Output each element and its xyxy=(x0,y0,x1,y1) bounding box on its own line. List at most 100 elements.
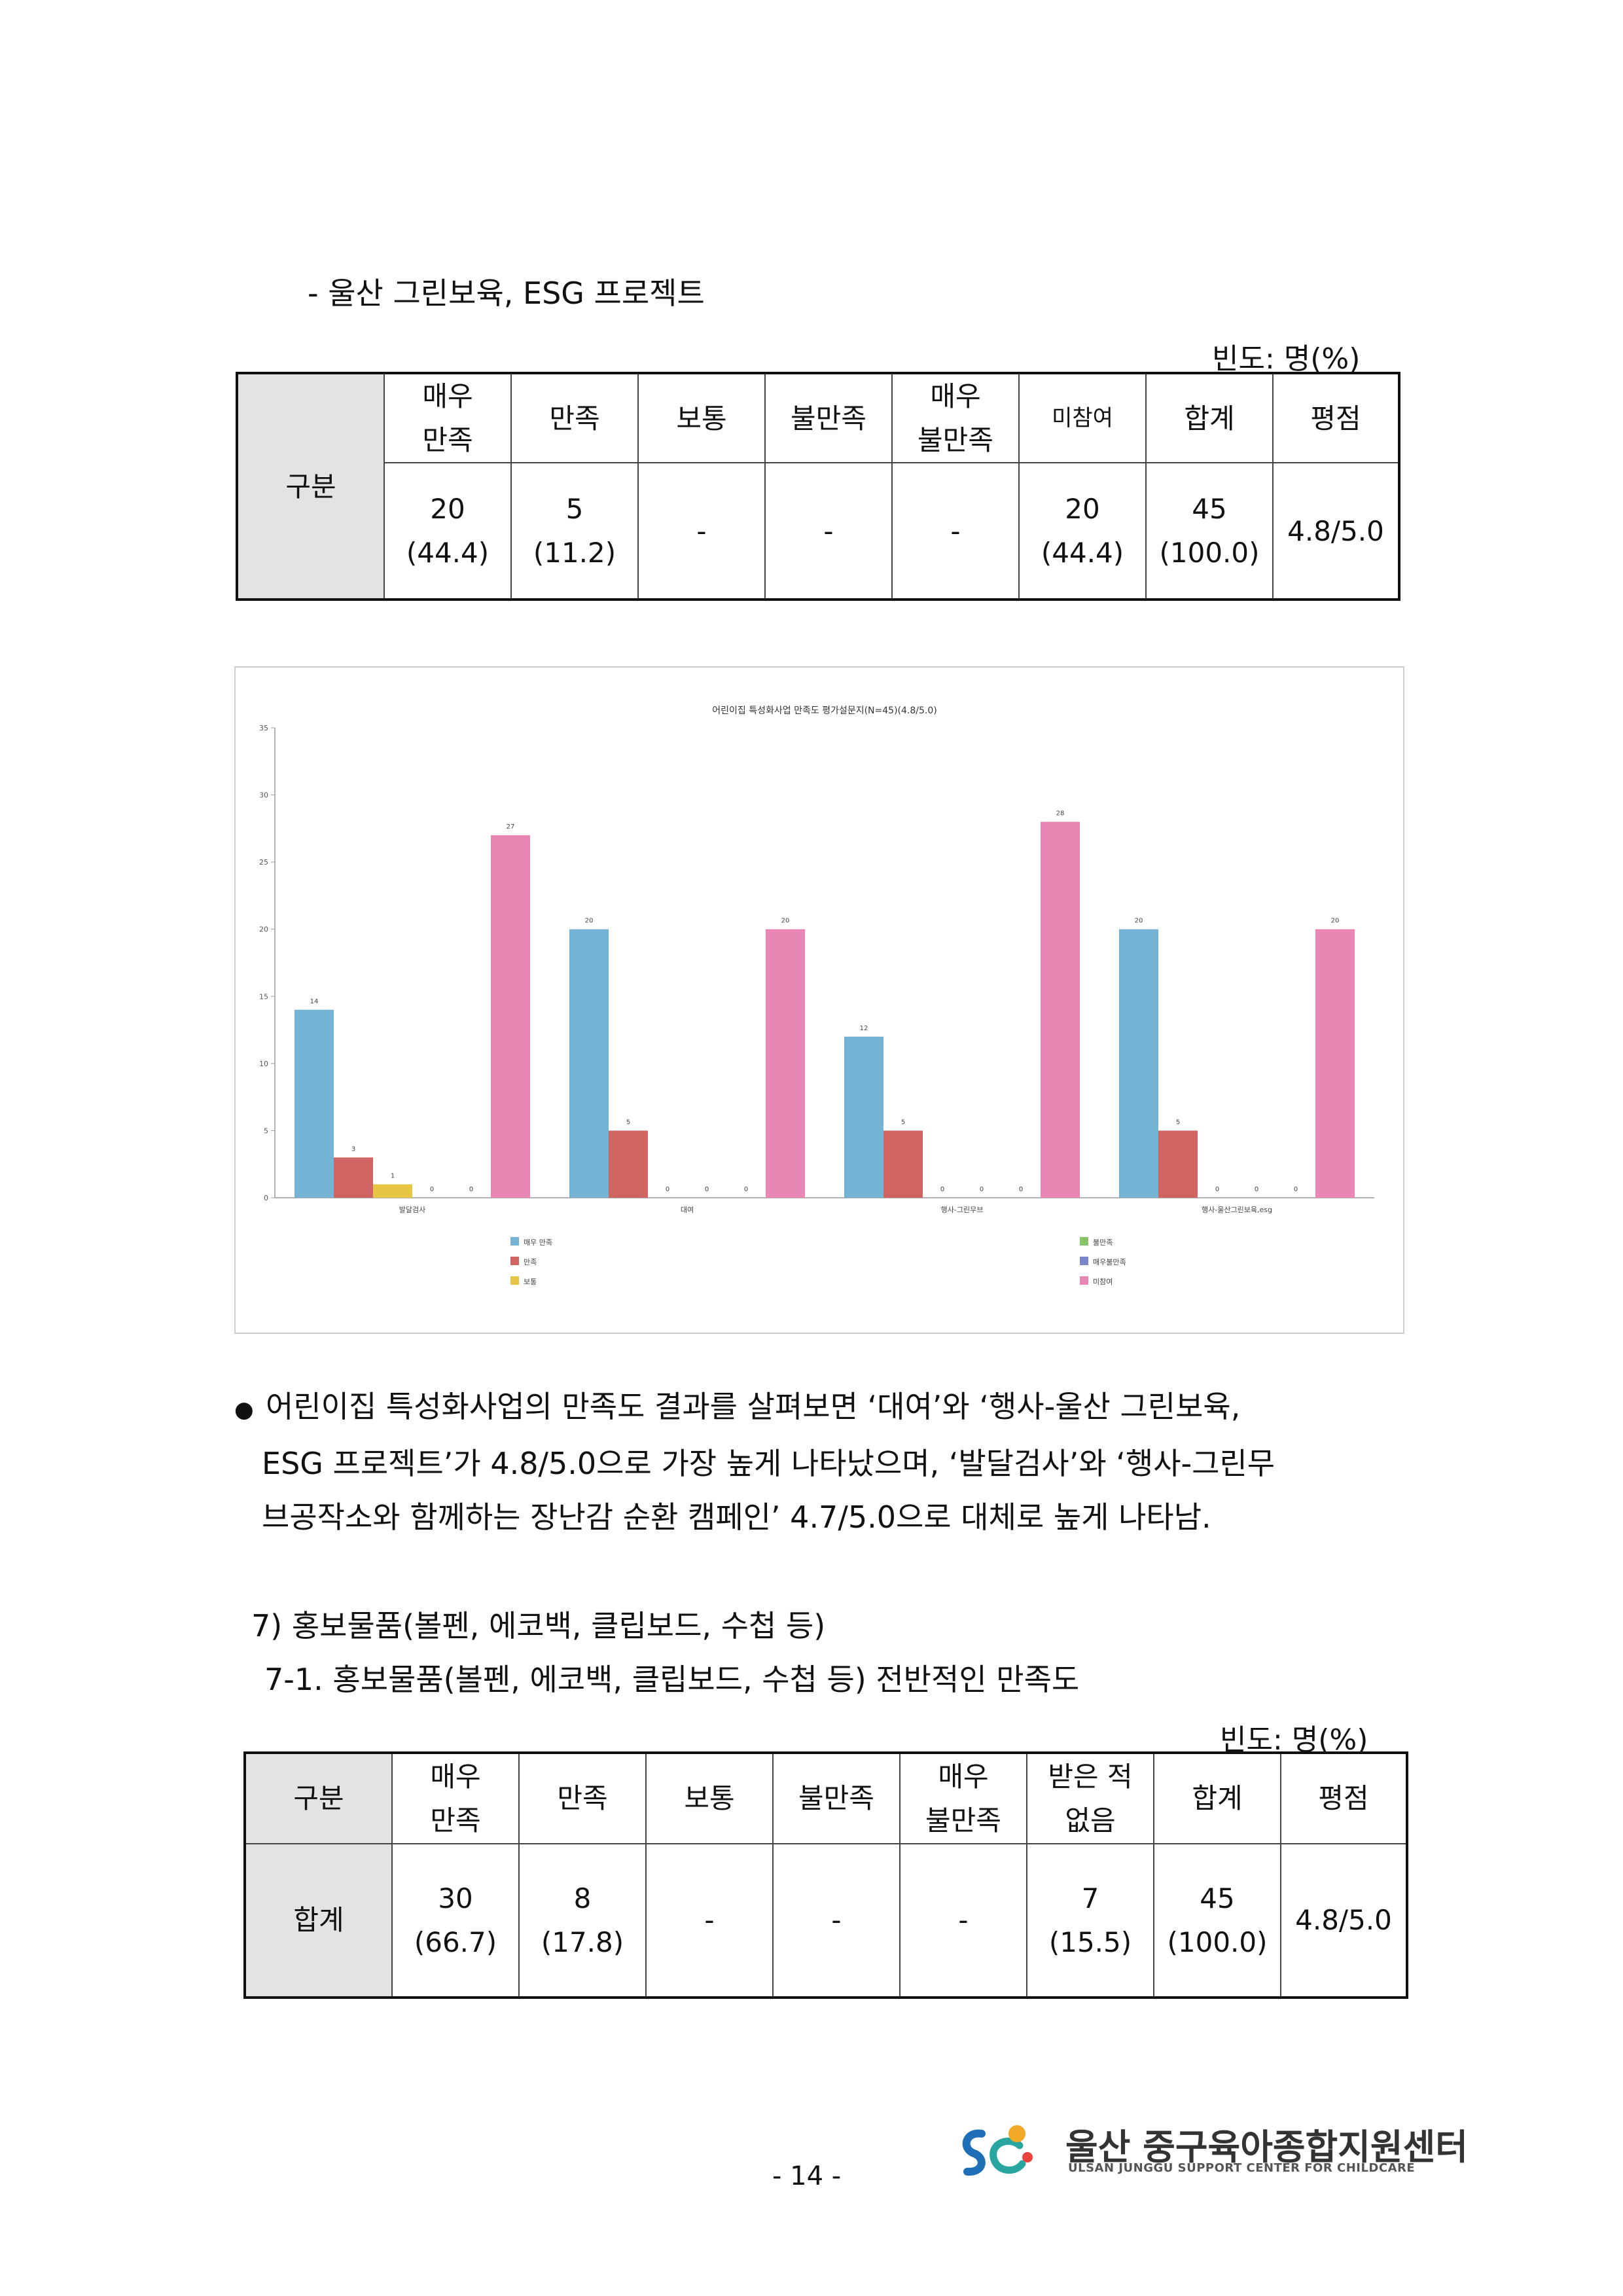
legend-label: 보통 xyxy=(524,1278,537,1286)
column-header: 합계 xyxy=(1153,1753,1281,1844)
legend-label: 미참여 xyxy=(1093,1278,1113,1286)
data-label: 5 xyxy=(626,1119,630,1126)
bar xyxy=(883,1130,923,1198)
bar-chart: 어린이집 특성화사업 만족도 평가설문지(N=45)(4.8/5.0) 0 5 10 1… xyxy=(234,666,1404,1334)
bar xyxy=(373,1184,412,1198)
column-header: 매우 불만족 xyxy=(899,1753,1027,1844)
y-tick-label: 0 xyxy=(264,1194,268,1202)
legend-swatch xyxy=(1080,1257,1088,1265)
data-label: 0 xyxy=(666,1186,669,1193)
column-header: 보통 xyxy=(637,372,766,464)
data-label: 0 xyxy=(980,1186,984,1193)
summary-paragraph: ● 어린이집 특성화사업의 만족도 결과를 살펴보면 ‘대여’와 ‘행사-울산 그… xyxy=(234,1380,1412,1544)
data-label: 28 xyxy=(1056,810,1065,817)
row-header-cell: 구분 xyxy=(245,1753,393,1844)
data-label: 27 xyxy=(507,823,515,831)
legend-swatch xyxy=(1080,1237,1088,1246)
data-label: 0 xyxy=(940,1186,944,1193)
data-label: 3 xyxy=(351,1145,355,1153)
chart-svg: 어린이집 특성화사업 만족도 평가설문지(N=45)(4.8/5.0)05101… xyxy=(259,706,1374,1286)
legend-swatch xyxy=(510,1257,519,1265)
y-tick-label: 25 xyxy=(259,858,268,867)
column-header: 매우 불만족 xyxy=(891,372,1020,464)
y-tick-label: 35 xyxy=(259,724,268,732)
data-label: 1 xyxy=(391,1172,395,1179)
column-header: 만족 xyxy=(518,1753,647,1844)
unit-label: 빈도: 명(%) xyxy=(1212,342,1361,376)
x-tick-label: 발달검사 xyxy=(399,1206,425,1214)
data-label: 14 xyxy=(310,998,319,1005)
org-name: 울산 중구육아종합지원센터 xyxy=(1065,2126,1468,2168)
paragraph-line: 브공작소와 함께하는 장난감 순환 캠페인’ 4.7/5.0으로 대체로 높게 … xyxy=(262,1499,1211,1535)
column-header: 합계 xyxy=(1145,372,1274,464)
value-cell: - xyxy=(899,1843,1027,1998)
value-cell: 5 (11.2) xyxy=(510,462,639,600)
value-cell: - xyxy=(891,462,1020,600)
value-cell: - xyxy=(764,462,893,600)
y-tick-label: 5 xyxy=(264,1126,268,1135)
data-label: 0 xyxy=(1294,1186,1298,1193)
legend-label: 불만족 xyxy=(1093,1238,1113,1247)
promo-satisfaction-table: 구분 매우 만족 만족 보통 불만족 매우 불만족 받은 적 없음 합계 평점 합계 … xyxy=(243,1751,1408,1999)
column-header: 보통 xyxy=(645,1753,774,1844)
bar xyxy=(609,1130,648,1198)
value-cell: 4.8/5.0 xyxy=(1272,462,1399,600)
bar xyxy=(1315,929,1355,1198)
legend-label: 매우 만족 xyxy=(524,1238,552,1247)
value-cell: 45 (100.0) xyxy=(1145,462,1274,600)
row-label-cell: 합계 xyxy=(245,1843,393,1998)
column-header: 평점 xyxy=(1272,372,1399,464)
legend-label: 만족 xyxy=(524,1258,537,1266)
x-tick-label: 행사-울산그린보육,esg xyxy=(1202,1206,1272,1214)
value-cell: - xyxy=(637,462,766,600)
column-header: 평점 xyxy=(1280,1753,1407,1844)
y-tick-label: 20 xyxy=(259,925,268,934)
page-number: - 14 - xyxy=(772,2161,842,2191)
data-label: 0 xyxy=(705,1186,709,1193)
unit-label: 빈도: 명(%) xyxy=(1220,1723,1368,1757)
column-header: 매우 만족 xyxy=(391,1753,520,1844)
y-tick-label: 15 xyxy=(259,992,268,1001)
bar xyxy=(1041,821,1080,1198)
bar xyxy=(1158,1130,1198,1198)
value-cell: 7 (15.5) xyxy=(1026,1843,1154,1998)
section-heading: 7) 홍보물품(볼펜, 에코백, 클립보드, 수첩 등) xyxy=(251,1608,826,1643)
y-tick-label: 30 xyxy=(259,791,268,800)
bar xyxy=(294,1009,334,1198)
column-header: 만족 xyxy=(510,372,639,464)
legend-swatch xyxy=(1080,1276,1088,1285)
chart-title: 어린이집 특성화사업 만족도 평가설문지(N=45)(4.8/5.0) xyxy=(712,706,936,716)
x-tick-label: 행사-그린무브 xyxy=(941,1206,984,1214)
data-label: 12 xyxy=(860,1025,868,1032)
value-cell: - xyxy=(645,1843,774,1998)
paragraph-line: ESG 프로젝트’가 4.8/5.0으로 가장 높게 나타났으며, ‘발달검사’… xyxy=(262,1446,1275,1481)
column-header: 받은 적 없음 xyxy=(1026,1753,1154,1844)
column-header: 불만족 xyxy=(764,372,893,464)
data-label: 20 xyxy=(1135,918,1143,925)
sci-logo-icon xyxy=(957,2119,1035,2185)
x-tick-label: 대여 xyxy=(681,1206,694,1214)
column-header: 미참여 xyxy=(1018,372,1147,464)
data-label: 0 xyxy=(744,1186,748,1193)
y-tick-label: 10 xyxy=(259,1060,268,1068)
column-header: 불만족 xyxy=(772,1753,901,1844)
data-label: 0 xyxy=(1255,1186,1258,1193)
paragraph-line: 어린이집 특성화사업의 만족도 결과를 살펴보면 ‘대여’와 ‘행사-울산 그린… xyxy=(266,1389,1241,1424)
value-cell: - xyxy=(772,1843,901,1998)
bar xyxy=(569,929,609,1198)
data-label: 0 xyxy=(1215,1186,1219,1193)
column-header: 매우 만족 xyxy=(383,372,512,464)
value-cell: 8 (17.8) xyxy=(518,1843,647,1998)
bar xyxy=(491,835,530,1198)
value-cell: 30 (66.7) xyxy=(391,1843,520,1998)
bar xyxy=(844,1036,883,1198)
value-cell: 20 (44.4) xyxy=(383,462,512,600)
bar xyxy=(1119,929,1158,1198)
section-subheading: 7-1. 홍보물품(볼펜, 에코백, 클립보드, 수첩 등) 전반적인 만족도 xyxy=(264,1662,1080,1697)
data-label: 5 xyxy=(1176,1119,1180,1126)
org-name-en: ULSAN JUNGGU SUPPORT CENTER FOR CHILDCAR… xyxy=(1068,2161,1416,2175)
data-label: 0 xyxy=(469,1186,473,1193)
data-label: 20 xyxy=(1331,918,1340,925)
legend-label: 매우불만족 xyxy=(1093,1258,1126,1266)
value-cell: 4.8/5.0 xyxy=(1280,1843,1407,1998)
